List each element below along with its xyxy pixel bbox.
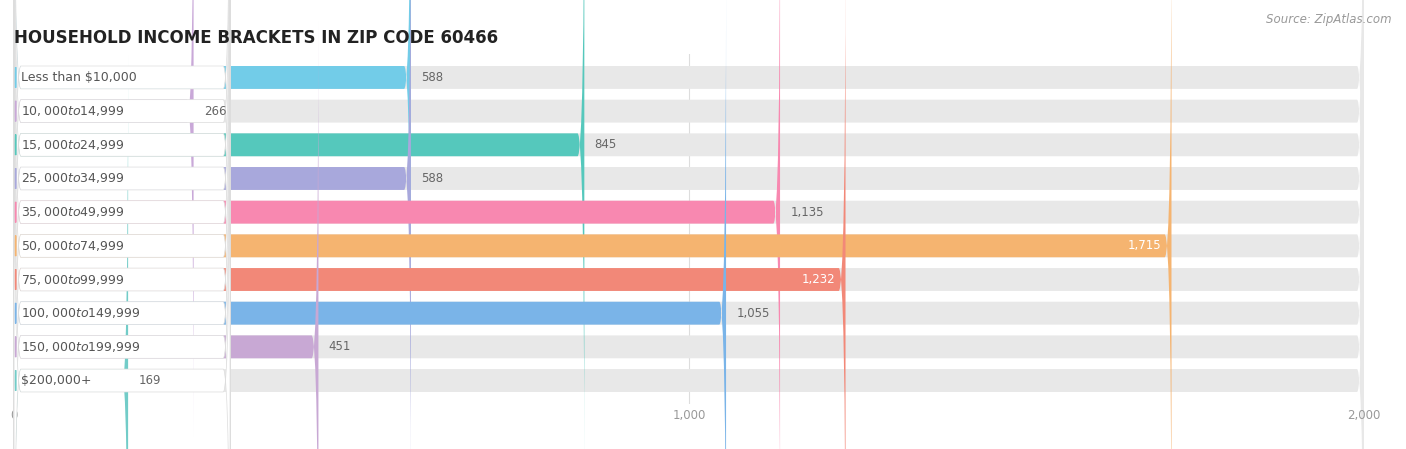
FancyBboxPatch shape [14, 0, 1364, 449]
FancyBboxPatch shape [14, 0, 845, 449]
Text: Source: ZipAtlas.com: Source: ZipAtlas.com [1267, 13, 1392, 26]
FancyBboxPatch shape [14, 0, 1364, 449]
FancyBboxPatch shape [14, 0, 231, 449]
Text: $150,000 to $199,999: $150,000 to $199,999 [21, 340, 141, 354]
Text: 169: 169 [138, 374, 160, 387]
FancyBboxPatch shape [14, 22, 1364, 449]
FancyBboxPatch shape [14, 55, 128, 449]
FancyBboxPatch shape [14, 0, 1364, 403]
Text: 845: 845 [595, 138, 617, 151]
Text: 1,715: 1,715 [1128, 239, 1161, 252]
FancyBboxPatch shape [14, 0, 1364, 449]
FancyBboxPatch shape [14, 0, 1364, 449]
FancyBboxPatch shape [14, 0, 231, 449]
Text: $35,000 to $49,999: $35,000 to $49,999 [21, 205, 125, 219]
Text: 266: 266 [204, 105, 226, 118]
FancyBboxPatch shape [14, 0, 725, 449]
FancyBboxPatch shape [14, 0, 1364, 449]
Text: $50,000 to $74,999: $50,000 to $74,999 [21, 239, 125, 253]
Text: $100,000 to $149,999: $100,000 to $149,999 [21, 306, 141, 320]
FancyBboxPatch shape [14, 0, 1364, 436]
Text: $10,000 to $14,999: $10,000 to $14,999 [21, 104, 125, 118]
FancyBboxPatch shape [14, 55, 231, 449]
FancyBboxPatch shape [14, 0, 231, 436]
FancyBboxPatch shape [14, 0, 231, 449]
Text: $200,000+: $200,000+ [21, 374, 91, 387]
FancyBboxPatch shape [14, 0, 231, 403]
FancyBboxPatch shape [14, 0, 411, 449]
FancyBboxPatch shape [14, 0, 780, 449]
Text: 1,135: 1,135 [790, 206, 824, 219]
FancyBboxPatch shape [14, 0, 231, 449]
Text: 1,232: 1,232 [801, 273, 835, 286]
FancyBboxPatch shape [14, 0, 1171, 449]
FancyBboxPatch shape [14, 0, 585, 449]
Text: $15,000 to $24,999: $15,000 to $24,999 [21, 138, 125, 152]
FancyBboxPatch shape [14, 0, 411, 403]
FancyBboxPatch shape [14, 0, 231, 449]
FancyBboxPatch shape [14, 0, 1364, 449]
FancyBboxPatch shape [14, 0, 231, 449]
Text: HOUSEHOLD INCOME BRACKETS IN ZIP CODE 60466: HOUSEHOLD INCOME BRACKETS IN ZIP CODE 60… [14, 29, 498, 47]
Text: $75,000 to $99,999: $75,000 to $99,999 [21, 273, 125, 286]
FancyBboxPatch shape [14, 0, 194, 436]
Text: 588: 588 [420, 172, 443, 185]
Text: 1,055: 1,055 [737, 307, 769, 320]
Text: 451: 451 [329, 340, 352, 353]
Text: $25,000 to $34,999: $25,000 to $34,999 [21, 172, 125, 185]
Text: 588: 588 [420, 71, 443, 84]
FancyBboxPatch shape [14, 22, 318, 449]
FancyBboxPatch shape [14, 22, 231, 449]
Text: Less than $10,000: Less than $10,000 [21, 71, 136, 84]
FancyBboxPatch shape [14, 55, 1364, 449]
